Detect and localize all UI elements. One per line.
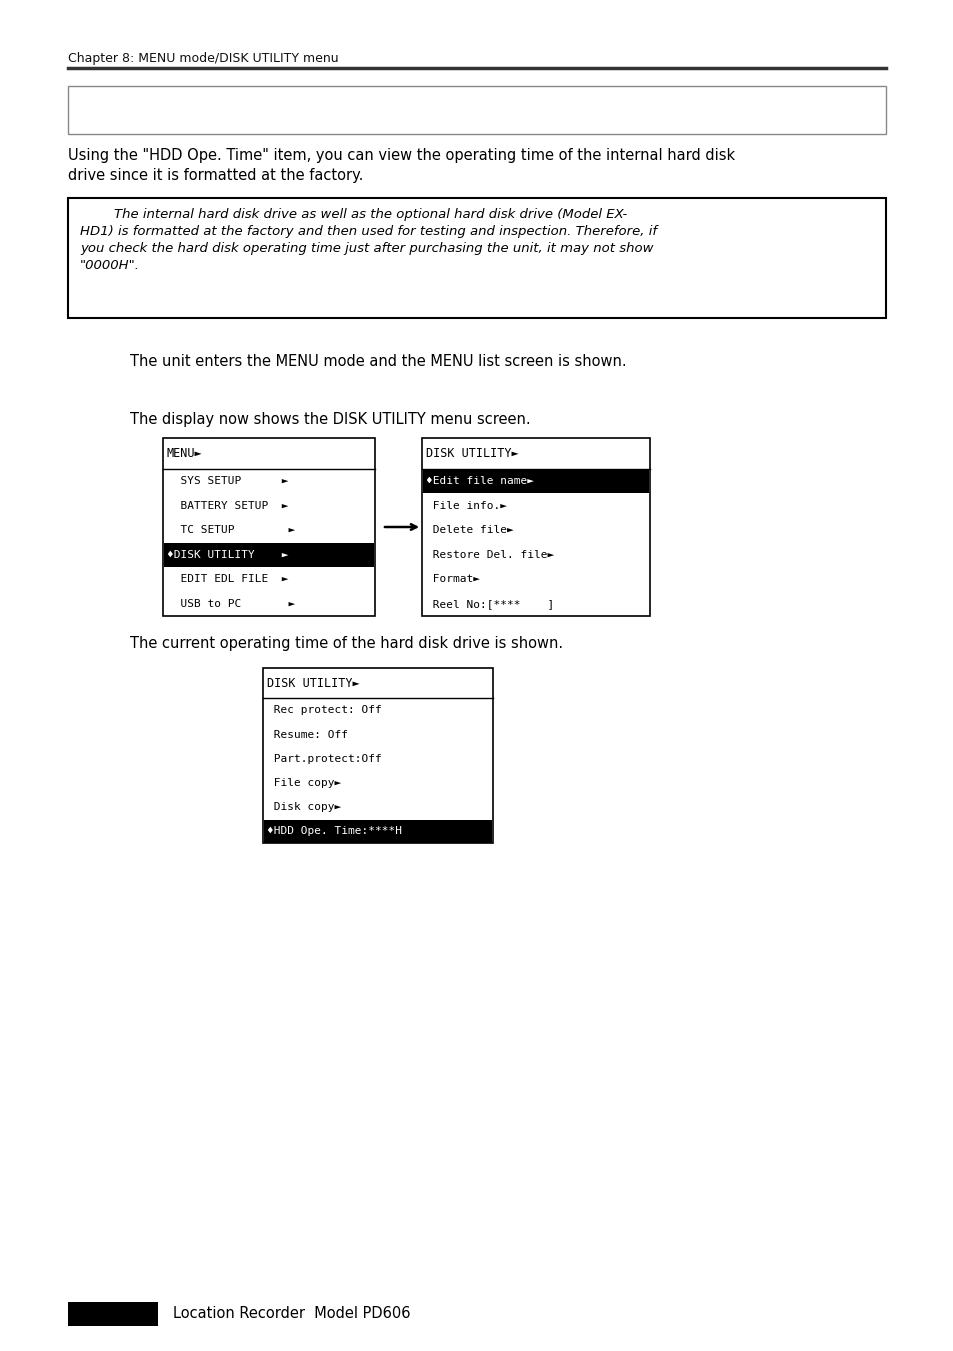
Text: ♦HDD Ope. Time:****H: ♦HDD Ope. Time:****H xyxy=(267,825,401,836)
Text: The current operating time of the hard disk drive is shown.: The current operating time of the hard d… xyxy=(130,636,562,651)
Bar xyxy=(68,1302,158,1325)
Text: ♦Edit file name►: ♦Edit file name► xyxy=(426,476,534,486)
Bar xyxy=(421,438,649,616)
Text: Resume: Off: Resume: Off xyxy=(267,730,348,739)
Text: The unit enters the MENU mode and the MENU list screen is shown.: The unit enters the MENU mode and the ME… xyxy=(130,354,626,369)
Bar xyxy=(163,438,375,616)
Text: ♦DISK UTILITY    ►: ♦DISK UTILITY ► xyxy=(167,550,288,559)
Text: Reel No:[****    ]: Reel No:[**** ] xyxy=(426,598,554,609)
Text: MENU►: MENU► xyxy=(167,447,202,459)
Text: The display now shows the DISK UTILITY menu screen.: The display now shows the DISK UTILITY m… xyxy=(130,412,530,427)
Text: Format►: Format► xyxy=(426,574,479,584)
Text: you check the hard disk operating time just after purchasing the unit, it may no: you check the hard disk operating time j… xyxy=(80,242,653,255)
Text: BATTERY SETUP  ►: BATTERY SETUP ► xyxy=(167,501,288,511)
Text: Chapter 8: MENU mode/DISK UTILITY menu: Chapter 8: MENU mode/DISK UTILITY menu xyxy=(68,51,338,65)
Text: USB to PC       ►: USB to PC ► xyxy=(167,598,294,609)
Text: Rec protect: Off: Rec protect: Off xyxy=(267,705,381,716)
Text: DISK UTILITY►: DISK UTILITY► xyxy=(267,677,359,689)
Text: The internal hard disk drive as well as the optional hard disk drive (Model EX-: The internal hard disk drive as well as … xyxy=(80,208,626,222)
Text: HD1) is formatted at the factory and then used for testing and inspection. There: HD1) is formatted at the factory and the… xyxy=(80,226,657,238)
Text: "0000H".: "0000H". xyxy=(80,259,140,272)
Text: Part.protect:Off: Part.protect:Off xyxy=(267,754,381,763)
Text: File copy►: File copy► xyxy=(267,778,341,788)
Bar xyxy=(68,86,885,134)
Text: File info.►: File info.► xyxy=(426,501,506,511)
Text: Using the "HDD Ope. Time" item, you can view the operating time of the internal : Using the "HDD Ope. Time" item, you can … xyxy=(68,149,735,163)
Text: Disk copy►: Disk copy► xyxy=(267,802,341,812)
Text: DISK UTILITY►: DISK UTILITY► xyxy=(426,447,518,459)
Text: Delete file►: Delete file► xyxy=(426,526,514,535)
Bar xyxy=(68,199,885,317)
Bar xyxy=(164,543,374,567)
Text: TC SETUP        ►: TC SETUP ► xyxy=(167,526,294,535)
Text: Restore Del. file►: Restore Del. file► xyxy=(426,550,554,559)
Text: EDIT EDL FILE  ►: EDIT EDL FILE ► xyxy=(167,574,288,584)
Text: drive since it is formatted at the factory.: drive since it is formatted at the facto… xyxy=(68,168,363,182)
Text: SYS SETUP      ►: SYS SETUP ► xyxy=(167,476,288,486)
Bar xyxy=(263,667,493,843)
Text: Location Recorder  Model PD606: Location Recorder Model PD606 xyxy=(172,1306,410,1321)
Bar xyxy=(264,820,492,843)
Bar xyxy=(422,470,648,493)
